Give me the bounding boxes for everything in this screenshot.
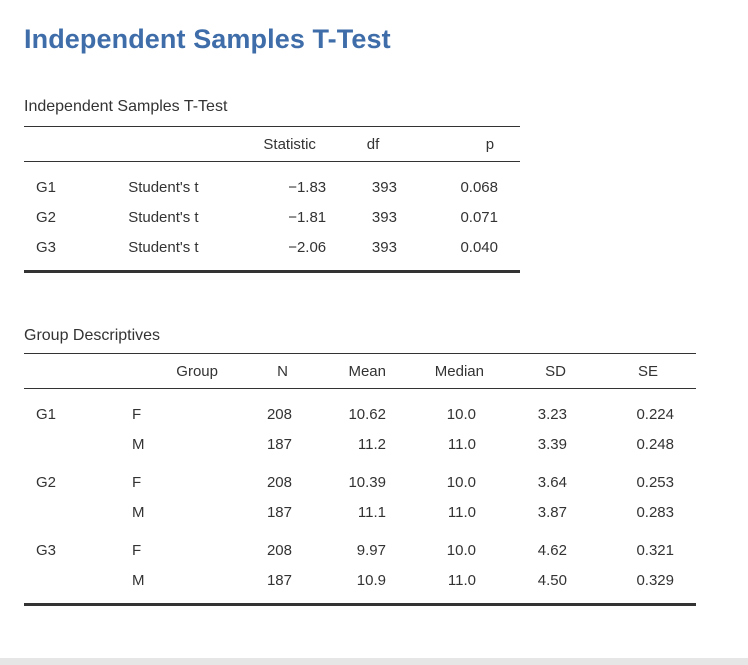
desc-cell-sd: 3.23	[537, 405, 567, 423]
desc-cell-n: 208	[266, 473, 292, 491]
ttest-table-title: Independent Samples T-Test	[24, 98, 228, 115]
bottom-divider-strip	[0, 658, 748, 665]
ttest-table: Statistic df p G1 Student's t −1.83 393 …	[24, 126, 520, 273]
desc-cell-se: 0.321	[636, 541, 674, 559]
desc-cell-sd: 4.62	[537, 541, 567, 559]
desc-cell-mean: 10.62	[348, 405, 386, 423]
desc-col-median: Median	[392, 353, 492, 389]
table-row: G3 F 208 9.97 10.0 4.62 0.321	[24, 527, 696, 565]
ttest-cell-variable: G2	[36, 208, 57, 226]
desc-cell-n: 187	[266, 435, 292, 453]
table-row: G1 F 208 10.62 10.0 3.23 0.224	[24, 389, 696, 430]
desc-cell-variable: G2	[36, 473, 57, 491]
ttest-cell-test: Student's t	[128, 208, 199, 226]
desc-cell-median: 10.0	[446, 405, 476, 423]
desc-cell-group: F	[132, 473, 142, 491]
descriptives-table-title: Group Descriptives	[24, 327, 161, 344]
desc-cell-median: 10.0	[446, 541, 476, 559]
ttest-cell-statistic: −1.81	[288, 208, 327, 226]
desc-col-sd: SD	[492, 353, 584, 389]
ttest-cell-df: 393	[326, 232, 420, 273]
desc-cell-mean: 10.39	[348, 473, 386, 491]
table-row: G2 F 208 10.39 10.0 3.64 0.253	[24, 459, 696, 497]
desc-col-n: N	[242, 353, 302, 389]
desc-cell-mean: 11.2	[357, 435, 386, 453]
desc-cell-n: 208	[266, 405, 292, 423]
ttest-cell-df: 393	[371, 208, 397, 226]
ttest-cell-df: 393	[371, 178, 397, 196]
desc-cell-median: 11.0	[447, 503, 476, 521]
desc-cell-se: 0.283	[636, 503, 674, 521]
table-row: M 187 11.2 11.0 3.39 0.248	[24, 429, 696, 459]
table-row: M 187 10.9 11.0 4.50 0.329	[24, 565, 696, 606]
desc-cell-sd: 3.39	[537, 435, 567, 453]
desc-cell-n: 208	[266, 541, 292, 559]
desc-cell-se: 0.253	[636, 473, 674, 491]
desc-col-variable	[24, 353, 132, 389]
desc-cell-median: 10.0	[446, 473, 476, 491]
table-row: G3 Student's t −2.06 393 0.040	[24, 232, 520, 273]
desc-cell-mean: 9.97	[356, 541, 386, 559]
table-row: G2 Student's t −1.81 393 0.071	[24, 202, 520, 232]
page-title: Independent Samples T-Test	[24, 24, 391, 54]
desc-cell-sd: 4.50	[492, 565, 584, 606]
desc-cell-median: 11.0	[447, 435, 476, 453]
desc-cell-se: 0.224	[636, 405, 674, 423]
desc-cell-group: M	[132, 565, 242, 606]
ttest-cell-test: Student's t	[128, 232, 254, 273]
desc-cell-group: M	[132, 503, 145, 521]
descriptives-table: Group N Mean Median SD SE G1 F 208 10.62…	[24, 353, 696, 606]
desc-cell-group: F	[132, 541, 142, 559]
desc-cell-sd: 3.64	[537, 473, 567, 491]
ttest-cell-p: 0.068	[460, 178, 498, 196]
ttest-cell-p: 0.040	[419, 232, 520, 273]
desc-col-mean: Mean	[302, 353, 392, 389]
desc-cell-group: M	[132, 435, 145, 453]
desc-cell-median: 11.0	[392, 565, 492, 606]
ttest-cell-p: 0.071	[460, 208, 498, 226]
desc-col-se: SE	[584, 353, 696, 389]
ttest-cell-variable: G3	[24, 232, 129, 273]
desc-col-group: Group	[132, 353, 242, 389]
ttest-cell-statistic: −1.83	[288, 178, 327, 196]
ttest-cell-statistic: −2.06	[253, 232, 327, 273]
desc-cell-n: 187	[242, 565, 302, 606]
table-row: M 187 11.1 11.0 3.87 0.283	[24, 497, 696, 527]
ttest-col-test	[128, 126, 254, 162]
ttest-col-df: df	[326, 126, 420, 162]
desc-cell-variable	[24, 429, 132, 459]
ttest-col-variable	[24, 126, 129, 162]
desc-cell-se: 0.248	[636, 435, 674, 453]
ttest-col-p: p	[419, 126, 520, 162]
desc-cell-variable	[24, 497, 132, 527]
descriptives-header-row: Group N Mean Median SD SE	[24, 353, 696, 389]
ttest-cell-test: Student's t	[128, 178, 199, 196]
desc-cell-se: 0.329	[584, 565, 696, 606]
ttest-cell-variable: G1	[36, 178, 57, 196]
desc-cell-sd: 3.87	[537, 503, 567, 521]
desc-cell-variable: G1	[36, 405, 57, 423]
desc-cell-n: 187	[266, 503, 292, 521]
desc-cell-mean: 11.1	[357, 503, 386, 521]
ttest-col-statistic: Statistic	[253, 126, 327, 162]
desc-cell-variable	[24, 565, 132, 606]
desc-cell-group: F	[132, 405, 142, 423]
table-row: G1 Student's t −1.83 393 0.068	[24, 162, 520, 203]
desc-cell-variable: G3	[36, 541, 57, 559]
desc-cell-mean: 10.9	[302, 565, 392, 606]
ttest-header-row: Statistic df p	[24, 126, 520, 162]
